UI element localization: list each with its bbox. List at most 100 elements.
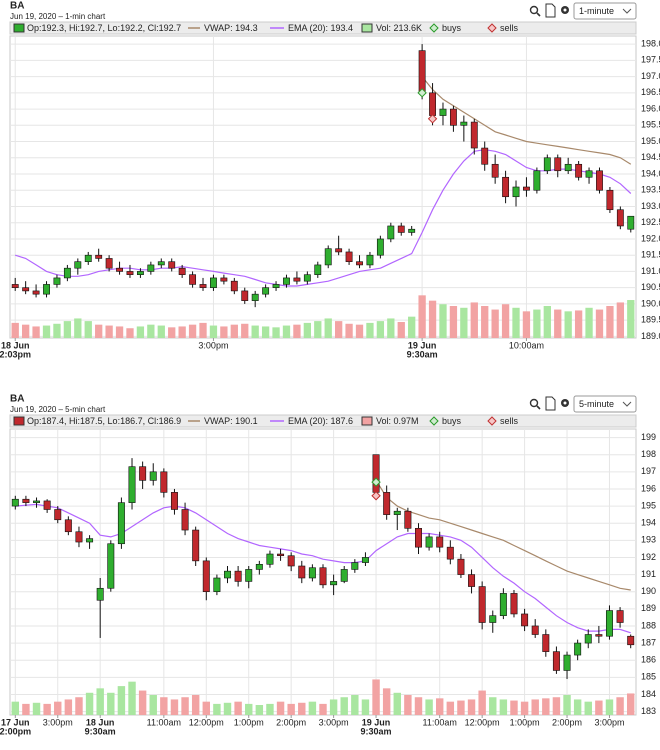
candle-body <box>266 553 274 565</box>
y-tick-label: 189.5 <box>641 315 660 325</box>
candle-body <box>324 248 332 266</box>
candle-body <box>330 581 338 586</box>
volume-bar <box>533 309 541 338</box>
export-icon[interactable] <box>545 3 556 18</box>
volume-bar <box>414 697 423 715</box>
x-tick-label: 10:00am <box>509 340 544 350</box>
candle-body <box>84 254 92 262</box>
candle-body <box>283 277 290 285</box>
y-tick-label: 191 <box>641 569 656 579</box>
legend-ema: EMA (20): 187.6 <box>288 416 353 426</box>
volume-bar <box>272 327 280 338</box>
candle-body <box>361 557 369 563</box>
candle-body <box>128 466 136 503</box>
candle-body <box>160 471 168 493</box>
volume-bar <box>428 300 437 338</box>
vwap-line <box>421 76 632 165</box>
volume-bar <box>170 699 179 715</box>
volume-bar <box>251 325 259 338</box>
volume-bar <box>501 304 510 338</box>
candle-body <box>457 558 465 575</box>
zoom-icon[interactable] <box>529 5 539 15</box>
candle-body <box>199 284 207 288</box>
legend-ohlc: Op:187.4, Hi:187.5, Lo:186.7, Cl:186.9 <box>27 416 181 426</box>
chart-title: BA <box>10 1 24 12</box>
candle-body <box>241 290 249 301</box>
candle-body <box>33 500 41 503</box>
candle-body <box>116 267 123 272</box>
legend-volume-swatch <box>361 23 373 33</box>
volume-bar <box>408 316 416 338</box>
volume-bar <box>32 326 40 338</box>
volume-bar <box>449 306 458 338</box>
volume-bar <box>351 695 359 715</box>
y-tick-label: 190 <box>641 586 656 596</box>
zoom-icon[interactable] <box>529 398 539 408</box>
volume-bar <box>53 323 61 338</box>
candle-body <box>303 274 311 282</box>
volume-bar <box>543 306 551 338</box>
candle-body <box>86 538 94 543</box>
legend-buys: buys <box>442 416 462 426</box>
y-tick-label: 184 <box>641 689 656 699</box>
candle-body <box>585 170 593 178</box>
candle-body <box>387 225 395 240</box>
volume-bar <box>308 701 317 715</box>
legend: Op:192.3, Hi:192.7, Lo:192.2, Cl:192.7 VW… <box>9 21 637 35</box>
volume-bar <box>96 688 104 715</box>
volume-bar <box>149 695 157 715</box>
candle-body <box>345 251 353 262</box>
x-tick-label: 9:30am <box>407 349 438 359</box>
x-tick-label: 1:00pm <box>510 717 540 727</box>
candle-body <box>491 163 499 178</box>
candle-body <box>512 186 520 198</box>
volume-bar <box>387 318 395 338</box>
candle-body <box>75 531 83 543</box>
volume-bar <box>54 701 62 715</box>
volume-bar <box>595 700 603 715</box>
x-tick-label: 12:00pm <box>465 717 500 727</box>
legend-vwap: VWAP: 190.1 <box>204 416 258 426</box>
x-tick-label: 2:00pm <box>0 726 31 736</box>
y-tick-label: 196 <box>641 483 656 493</box>
candle-body <box>449 108 457 126</box>
candle-body <box>149 471 157 481</box>
volume-bar <box>241 323 249 338</box>
candle-body <box>255 563 263 570</box>
dropdown-box[interactable] <box>573 2 637 20</box>
candle-body <box>105 258 113 269</box>
volume-bar <box>481 306 489 338</box>
volume-bar <box>266 703 274 715</box>
dropdown-box[interactable] <box>573 395 637 413</box>
candle-body <box>54 509 62 521</box>
volume-bar <box>366 322 374 338</box>
vwap-line <box>375 480 631 591</box>
x-tick-label: 11:00am <box>147 717 181 727</box>
volume-bar <box>457 700 465 715</box>
plot-area <box>9 35 637 339</box>
volume-bar <box>223 702 232 715</box>
export-icon[interactable] <box>545 396 556 411</box>
legend-volume: Vol: 213.6K <box>376 23 422 33</box>
x-tick-date: 19 Jun <box>408 340 437 350</box>
candle-body <box>351 562 359 570</box>
x-tick-label: 11:00am <box>423 717 457 727</box>
volume-bar <box>22 703 30 715</box>
legend-ema: EMA (20): 193.4 <box>288 23 353 33</box>
interval-dropdown[interactable]: 1-minute <box>573 2 637 20</box>
y-tick-label: 193 <box>641 535 656 545</box>
y-tick-label: 191.0 <box>641 266 660 276</box>
volume-bar <box>75 697 83 715</box>
candle-body <box>584 634 592 644</box>
legend-volume-swatch <box>361 416 373 426</box>
candle-body <box>595 634 603 637</box>
candle-body <box>32 290 40 295</box>
candle-body <box>308 567 316 579</box>
candle-body <box>521 613 529 627</box>
candle-body <box>262 287 270 295</box>
candle-body <box>139 466 147 481</box>
y-tick-label: 197 <box>641 466 656 476</box>
interval-dropdown[interactable]: 5-minute <box>573 395 637 413</box>
x-tick-label: 2:03pm <box>0 349 31 359</box>
volume-bar <box>334 321 343 338</box>
